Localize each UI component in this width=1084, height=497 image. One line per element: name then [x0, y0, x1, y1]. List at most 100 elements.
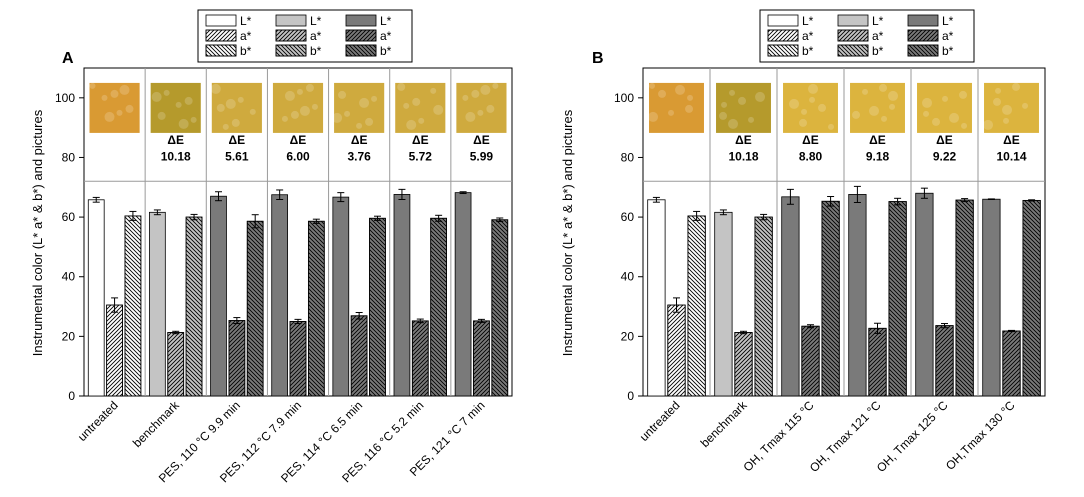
- y-tick-label: 100: [55, 91, 75, 105]
- delta-e-label: ΔE: [735, 133, 752, 147]
- bar-hatch: [185, 216, 203, 397]
- sample-photo-texture: [881, 115, 888, 122]
- sample-photo: [917, 82, 972, 133]
- delta-e-label: ΔE: [412, 133, 429, 147]
- sample-photo-texture: [809, 96, 816, 103]
- panel-a-ylabel: Instrumental color (L* a* & b*) and pict…: [30, 109, 45, 356]
- sample-photo-texture: [296, 88, 303, 95]
- panel-b-label: B: [592, 50, 604, 67]
- legend-swatch-hatch: [767, 29, 799, 42]
- sample-photo-texture: [249, 108, 256, 115]
- sample-photo-texture: [344, 110, 351, 117]
- panel-b: B Instrumental color (L* a* & b*) and pi…: [560, 9, 1046, 475]
- sample-photo-texture: [89, 82, 96, 89]
- sample-photo-texture: [237, 96, 244, 103]
- sample-photo-texture: [462, 94, 469, 101]
- sample-photo-texture: [748, 116, 755, 123]
- legend-label: L*: [310, 14, 322, 28]
- legend-label: a*: [380, 29, 392, 43]
- sample-photo: [211, 82, 262, 133]
- delta-e-value: 5.72: [409, 149, 433, 163]
- delta-e-label: ΔE: [936, 133, 953, 147]
- sample-photo-texture: [889, 103, 896, 110]
- legend-label: b*: [872, 44, 884, 58]
- panel-b-ylabel: Instrumental color (L* a* & b*) and pict…: [560, 109, 575, 356]
- sample-photo-texture: [412, 97, 421, 106]
- legend-label: L*: [380, 14, 392, 28]
- bar-L-4: [332, 196, 350, 397]
- x-tick-label: untreated: [637, 398, 683, 444]
- sample-photo-texture: [818, 103, 827, 112]
- sample-photo-texture: [492, 82, 499, 89]
- sample-photo-texture: [151, 91, 162, 102]
- bar-hatch: [667, 304, 686, 397]
- x-tick-label: benchmark: [130, 398, 183, 451]
- delta-e-value: 10.18: [728, 149, 758, 163]
- sample-photo-texture: [290, 110, 299, 119]
- sample-photo-texture: [755, 91, 766, 102]
- sample-photo-texture: [119, 84, 130, 95]
- sample-photo-texture: [418, 117, 425, 124]
- x-tick-label: OH, Tmax 121 °C: [807, 398, 884, 475]
- bar-hatch: [106, 304, 123, 397]
- sample-photo-texture: [338, 90, 347, 99]
- sample-photo-texture: [668, 109, 675, 116]
- bar-L-2: [210, 195, 227, 397]
- delta-e-value: 8.80: [799, 149, 823, 163]
- bar-L-3: [848, 194, 867, 397]
- delta-e-label: ΔE: [1003, 133, 1020, 147]
- bar-hatch: [821, 200, 840, 397]
- x-tick-label: OH,Tmax 130 °C: [943, 398, 1018, 473]
- bar-L-4: [915, 192, 934, 397]
- bar-L-6: [454, 192, 472, 397]
- sample-photo: [649, 82, 704, 133]
- sample-photo-texture: [356, 122, 363, 129]
- legend-label: L*: [802, 14, 814, 28]
- delta-e-value: 5.61: [225, 149, 249, 163]
- sample-photo-texture: [359, 97, 370, 108]
- sample-photo-texture: [685, 104, 694, 113]
- sample-photo-texture: [949, 112, 960, 123]
- sample-photo-texture: [942, 95, 949, 102]
- sample-photo-texture: [210, 83, 221, 94]
- panel-b-legend: L*a*b*L*a*b*L*a*b*: [759, 9, 975, 63]
- sample-photo-texture: [163, 89, 170, 96]
- delta-e-value: 10.18: [161, 149, 191, 163]
- y-tick-label: 60: [62, 210, 76, 224]
- bar-L-1: [714, 211, 733, 397]
- x-tick-label: OH, Tmax 125 °C: [874, 398, 951, 475]
- sample-photo-texture: [789, 98, 800, 109]
- sample-photo-texture: [190, 116, 197, 123]
- sample-photo-texture: [959, 90, 968, 99]
- delta-e-value: 3.76: [347, 149, 371, 163]
- legend-label: b*: [802, 44, 814, 58]
- sample-photo-texture: [125, 104, 134, 113]
- y-tick-label: 80: [62, 150, 76, 164]
- sample-photo-texture: [225, 98, 236, 109]
- sample-photo-texture: [486, 104, 495, 113]
- legend-swatch-hatch: [837, 29, 869, 42]
- bar-hatch: [124, 215, 142, 397]
- sample-photo: [984, 82, 1039, 133]
- sample-photo: [716, 82, 771, 133]
- legend-swatch: [767, 14, 799, 27]
- sample-photo-texture: [231, 118, 240, 127]
- bar-L-0: [647, 199, 666, 397]
- bar-hatch: [935, 325, 954, 397]
- sample-photo-texture: [879, 83, 888, 92]
- legend-label: a*: [802, 29, 814, 43]
- sample-photo-texture: [1003, 117, 1010, 124]
- bar-hatch: [350, 315, 368, 397]
- legend-label: a*: [942, 29, 954, 43]
- sample-photo-texture: [433, 104, 444, 115]
- bar-hatch: [430, 217, 447, 397]
- sample-photo-texture: [808, 83, 819, 94]
- legend-swatch: [907, 14, 939, 27]
- bar-hatch: [754, 216, 773, 397]
- delta-e-label: ΔE: [229, 133, 246, 147]
- sample-photo-texture: [923, 110, 930, 117]
- delta-e-value: 9.18: [866, 149, 890, 163]
- legend-label: b*: [310, 44, 322, 58]
- delta-e-label: ΔE: [167, 133, 184, 147]
